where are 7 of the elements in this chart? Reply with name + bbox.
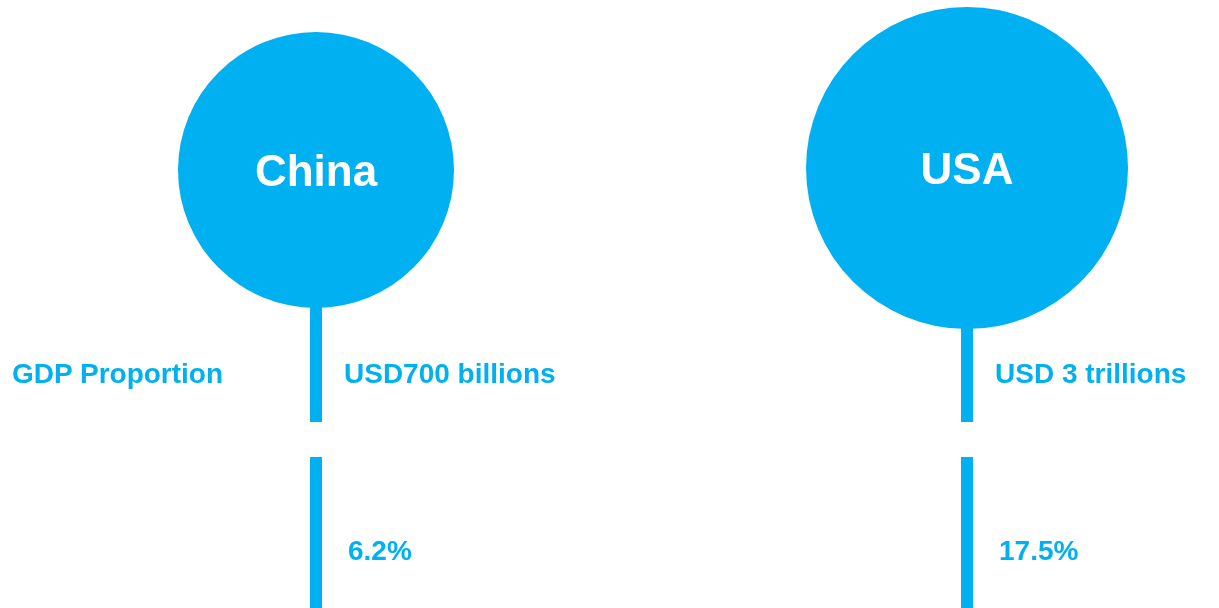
text: USD 3 trillions: [995, 358, 1187, 389]
text: USD700 billions: [344, 358, 556, 389]
category-label: China: [254, 146, 378, 195]
text: GDP Proportion: [12, 358, 224, 389]
data-label: 6.2%: [348, 535, 412, 566]
category-label: USA: [920, 144, 1014, 193]
data-label: 17.5%: [999, 535, 1079, 566]
